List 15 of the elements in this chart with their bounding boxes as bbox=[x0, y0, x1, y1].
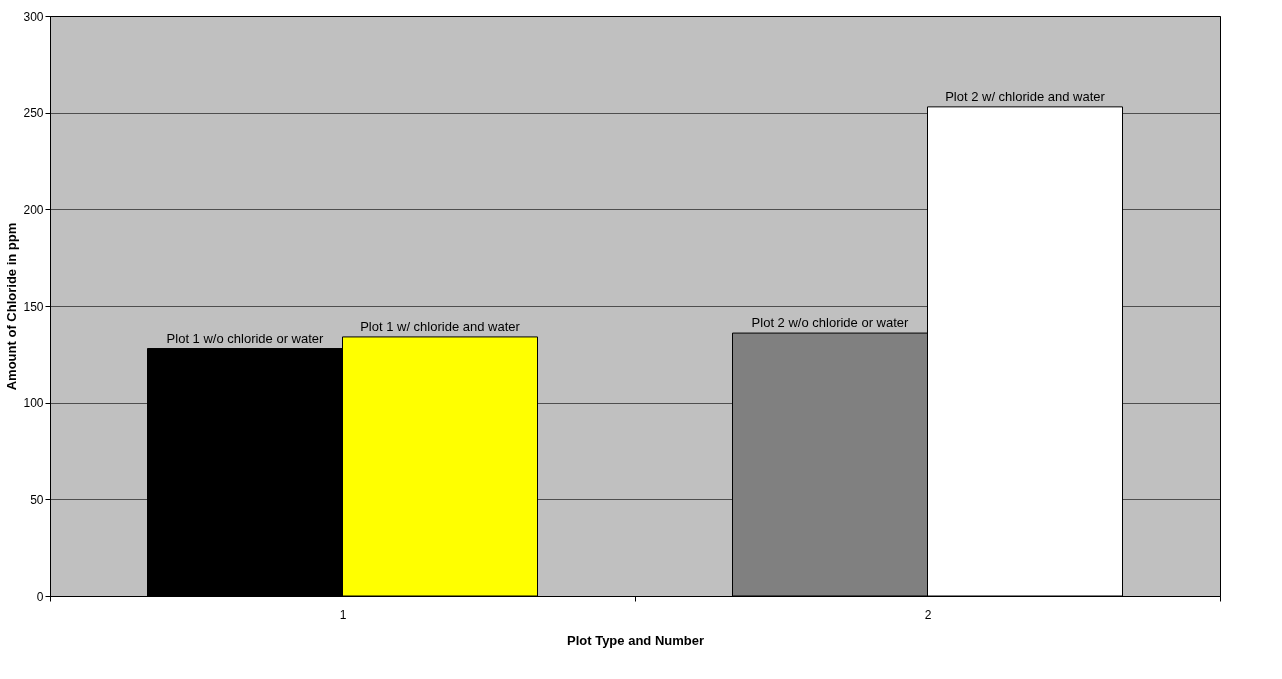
y-tick-label: 50 bbox=[30, 492, 44, 507]
series-label: Plot 2 w/ chloride and water bbox=[945, 88, 1106, 104]
y-tick-label: 250 bbox=[23, 106, 44, 121]
x-tick-label: 1 bbox=[339, 607, 347, 622]
series-label: Plot 1 w/o chloride or water bbox=[166, 330, 325, 346]
y-tick-label: 150 bbox=[23, 299, 44, 314]
series-label: Plot 2 w/o chloride or water bbox=[751, 315, 910, 331]
x-tick-label: 2 bbox=[924, 607, 932, 622]
y-axis-title: Amount of Chloride in ppm bbox=[4, 222, 20, 391]
series-label: Plot 1 w/ chloride and water bbox=[360, 318, 521, 334]
x-axis-title: Plot Type and Number bbox=[567, 632, 704, 648]
y-tick-label: 0 bbox=[36, 589, 44, 604]
y-tick-label: 300 bbox=[23, 9, 44, 24]
y-tick-label: 100 bbox=[23, 396, 44, 411]
y-tick-label: 200 bbox=[23, 202, 44, 217]
